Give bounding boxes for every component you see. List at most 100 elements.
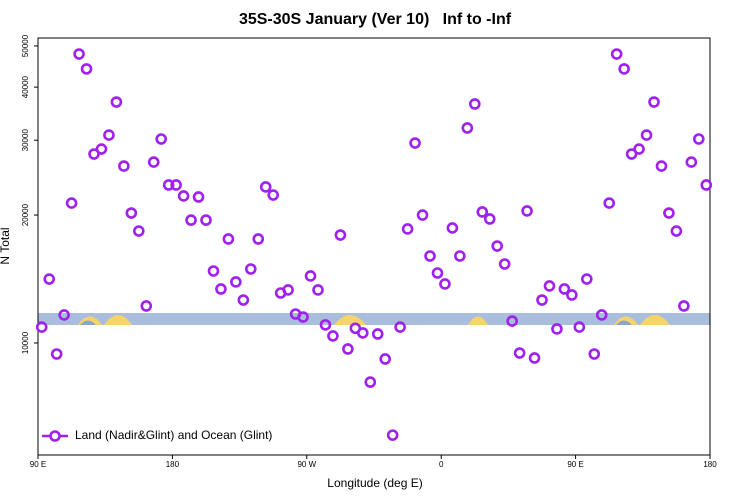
point <box>222 233 235 245</box>
land-ocean-strip <box>38 313 710 325</box>
point <box>513 347 526 359</box>
point <box>215 283 227 295</box>
point <box>319 319 332 331</box>
point <box>446 222 459 234</box>
point <box>551 323 563 335</box>
point <box>536 294 548 306</box>
point <box>379 353 392 365</box>
x-axis-label: Longitude (deg E) <box>327 476 422 490</box>
point <box>73 48 85 60</box>
point <box>461 122 474 134</box>
point <box>491 240 504 252</box>
point <box>521 205 533 217</box>
point <box>304 270 317 282</box>
point <box>162 179 175 191</box>
point <box>416 209 429 221</box>
y-tick-label: 30000 <box>21 129 30 152</box>
point <box>58 309 70 321</box>
point <box>80 63 93 75</box>
point <box>640 129 653 141</box>
point <box>573 321 586 333</box>
point <box>678 300 690 312</box>
point <box>334 229 347 241</box>
point <box>468 98 481 110</box>
point <box>618 63 630 75</box>
point <box>401 223 414 235</box>
point <box>394 321 406 333</box>
point <box>327 330 339 342</box>
point <box>267 189 280 201</box>
point <box>595 309 608 321</box>
y-tick-label: 40000 <box>21 75 30 98</box>
point <box>663 207 675 219</box>
point <box>110 96 123 108</box>
point <box>155 133 167 145</box>
point <box>252 233 265 245</box>
point <box>483 213 496 225</box>
point <box>454 250 466 262</box>
point <box>43 273 56 285</box>
point <box>200 214 212 226</box>
point <box>35 321 48 333</box>
point <box>230 276 242 288</box>
point <box>147 156 160 168</box>
point <box>610 48 623 60</box>
point <box>237 294 250 306</box>
point <box>603 197 616 209</box>
point <box>692 133 705 145</box>
point <box>259 181 272 193</box>
point <box>506 315 518 327</box>
point <box>282 284 294 296</box>
point <box>431 267 444 279</box>
y-axis-label: N Total <box>0 227 12 264</box>
point <box>185 214 197 226</box>
point <box>566 289 578 301</box>
point <box>424 250 436 262</box>
point <box>95 143 108 155</box>
point <box>409 137 421 149</box>
point <box>342 343 354 355</box>
y-tick-label: 50000 <box>21 34 30 57</box>
point <box>685 156 698 168</box>
point <box>580 273 593 285</box>
point <box>439 278 451 290</box>
x-tick-label: 90 E <box>30 460 46 469</box>
point <box>588 348 601 360</box>
x-tick-label: 180 <box>166 460 180 469</box>
y-tick-label: 10000 <box>21 331 30 354</box>
point <box>558 283 571 295</box>
point <box>655 160 668 172</box>
point <box>140 300 153 312</box>
point <box>50 348 63 360</box>
point <box>386 429 399 441</box>
chart-title: 35S-30S January (Ver 10) Inf to -Inf <box>239 11 512 28</box>
x-tick-label: 0 <box>439 460 444 469</box>
point <box>118 160 130 172</box>
plot-frame <box>37 37 711 456</box>
point <box>700 179 713 191</box>
point <box>356 327 369 339</box>
point <box>371 328 384 340</box>
y-tick-label: 20000 <box>21 203 30 226</box>
point <box>297 311 309 323</box>
point <box>498 258 511 270</box>
point <box>177 190 190 202</box>
point <box>125 207 138 219</box>
point <box>103 129 115 141</box>
point <box>133 225 145 237</box>
point <box>633 143 645 155</box>
point <box>312 284 324 296</box>
x-tick-label: 90 E <box>567 460 583 469</box>
point <box>364 376 377 388</box>
point <box>528 352 541 364</box>
point <box>65 197 78 209</box>
x-tick-label: 180 <box>703 460 717 469</box>
legend-marker <box>49 430 61 442</box>
point <box>648 96 660 108</box>
x-tick-label: 90 W <box>297 460 316 469</box>
point <box>543 280 556 292</box>
point <box>670 225 683 237</box>
point <box>170 179 182 191</box>
point <box>207 265 220 277</box>
